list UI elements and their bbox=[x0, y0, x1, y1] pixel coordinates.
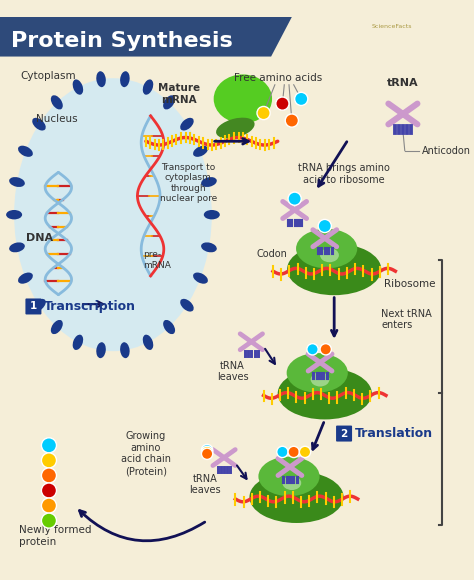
Ellipse shape bbox=[310, 372, 329, 386]
Ellipse shape bbox=[296, 229, 357, 269]
Ellipse shape bbox=[6, 210, 22, 219]
Text: Transcription: Transcription bbox=[44, 300, 136, 313]
Text: Mature
mRNA: Mature mRNA bbox=[158, 84, 200, 105]
Text: Translation: Translation bbox=[355, 427, 433, 440]
Circle shape bbox=[41, 453, 56, 468]
Polygon shape bbox=[0, 17, 292, 56]
Text: Codon: Codon bbox=[256, 249, 287, 259]
Ellipse shape bbox=[214, 74, 272, 124]
Circle shape bbox=[288, 446, 300, 458]
Circle shape bbox=[41, 468, 56, 483]
Ellipse shape bbox=[204, 210, 220, 219]
Ellipse shape bbox=[283, 476, 301, 490]
Text: tRNA: tRNA bbox=[387, 78, 419, 88]
Ellipse shape bbox=[73, 335, 83, 350]
Ellipse shape bbox=[32, 299, 46, 311]
Ellipse shape bbox=[120, 342, 130, 358]
Ellipse shape bbox=[18, 146, 33, 157]
Ellipse shape bbox=[163, 95, 175, 110]
Ellipse shape bbox=[51, 95, 63, 110]
Text: pre-
mRNA: pre- mRNA bbox=[143, 250, 171, 270]
Circle shape bbox=[201, 448, 213, 459]
Ellipse shape bbox=[96, 71, 106, 87]
Text: tRNA
leaves: tRNA leaves bbox=[190, 473, 221, 495]
Circle shape bbox=[41, 513, 56, 528]
Ellipse shape bbox=[320, 248, 339, 262]
Text: Cytoplasm: Cytoplasm bbox=[21, 71, 76, 81]
Circle shape bbox=[285, 114, 299, 127]
Ellipse shape bbox=[201, 177, 217, 187]
Circle shape bbox=[318, 219, 331, 233]
Text: Next tRNA
enters: Next tRNA enters bbox=[381, 309, 432, 331]
Circle shape bbox=[257, 107, 270, 119]
Text: Transport to
cytoplasm
through
nuclear pore: Transport to cytoplasm through nuclear p… bbox=[160, 163, 217, 203]
Ellipse shape bbox=[143, 79, 153, 95]
Circle shape bbox=[201, 444, 213, 456]
Ellipse shape bbox=[180, 299, 194, 311]
Circle shape bbox=[320, 344, 331, 355]
Ellipse shape bbox=[143, 335, 153, 350]
Ellipse shape bbox=[9, 177, 25, 187]
FancyBboxPatch shape bbox=[336, 426, 352, 441]
Text: Newly formed
protein: Newly formed protein bbox=[19, 525, 91, 547]
Ellipse shape bbox=[287, 244, 381, 295]
FancyBboxPatch shape bbox=[26, 299, 41, 314]
Text: Growing
amino
acid chain
(Protein): Growing amino acid chain (Protein) bbox=[121, 431, 171, 476]
Text: Ribosome: Ribosome bbox=[384, 279, 436, 289]
Text: Free amino acids: Free amino acids bbox=[234, 74, 322, 84]
Ellipse shape bbox=[73, 79, 83, 95]
Circle shape bbox=[288, 192, 301, 205]
Circle shape bbox=[276, 97, 289, 110]
Text: DNA: DNA bbox=[27, 233, 54, 243]
Ellipse shape bbox=[18, 273, 33, 284]
Ellipse shape bbox=[180, 118, 194, 130]
Ellipse shape bbox=[163, 320, 175, 334]
Circle shape bbox=[41, 438, 56, 453]
Text: Protein Synthesis: Protein Synthesis bbox=[11, 31, 233, 52]
Ellipse shape bbox=[96, 342, 106, 358]
Circle shape bbox=[41, 498, 56, 513]
Text: 1: 1 bbox=[30, 302, 37, 311]
Ellipse shape bbox=[287, 353, 348, 393]
Text: tRNA
leaves: tRNA leaves bbox=[217, 361, 248, 382]
Ellipse shape bbox=[258, 456, 319, 496]
Text: Nucleus: Nucleus bbox=[36, 114, 77, 124]
Ellipse shape bbox=[193, 146, 208, 157]
Ellipse shape bbox=[193, 273, 208, 284]
Text: Anticodon: Anticodon bbox=[422, 146, 471, 155]
Ellipse shape bbox=[249, 471, 344, 523]
Ellipse shape bbox=[216, 118, 255, 139]
Text: 2: 2 bbox=[340, 429, 348, 438]
Circle shape bbox=[41, 483, 56, 498]
Ellipse shape bbox=[278, 368, 372, 419]
Circle shape bbox=[201, 446, 213, 458]
Ellipse shape bbox=[201, 242, 217, 252]
Circle shape bbox=[307, 344, 318, 355]
Circle shape bbox=[300, 446, 310, 458]
Ellipse shape bbox=[51, 320, 63, 334]
Ellipse shape bbox=[120, 71, 130, 87]
Text: ScienceFacts: ScienceFacts bbox=[372, 24, 412, 29]
Ellipse shape bbox=[32, 118, 46, 130]
Circle shape bbox=[295, 92, 308, 106]
Circle shape bbox=[277, 446, 288, 458]
Ellipse shape bbox=[9, 242, 25, 252]
Ellipse shape bbox=[14, 78, 212, 351]
Text: tRNA brings amino
acid to ribosome: tRNA brings amino acid to ribosome bbox=[298, 163, 390, 184]
